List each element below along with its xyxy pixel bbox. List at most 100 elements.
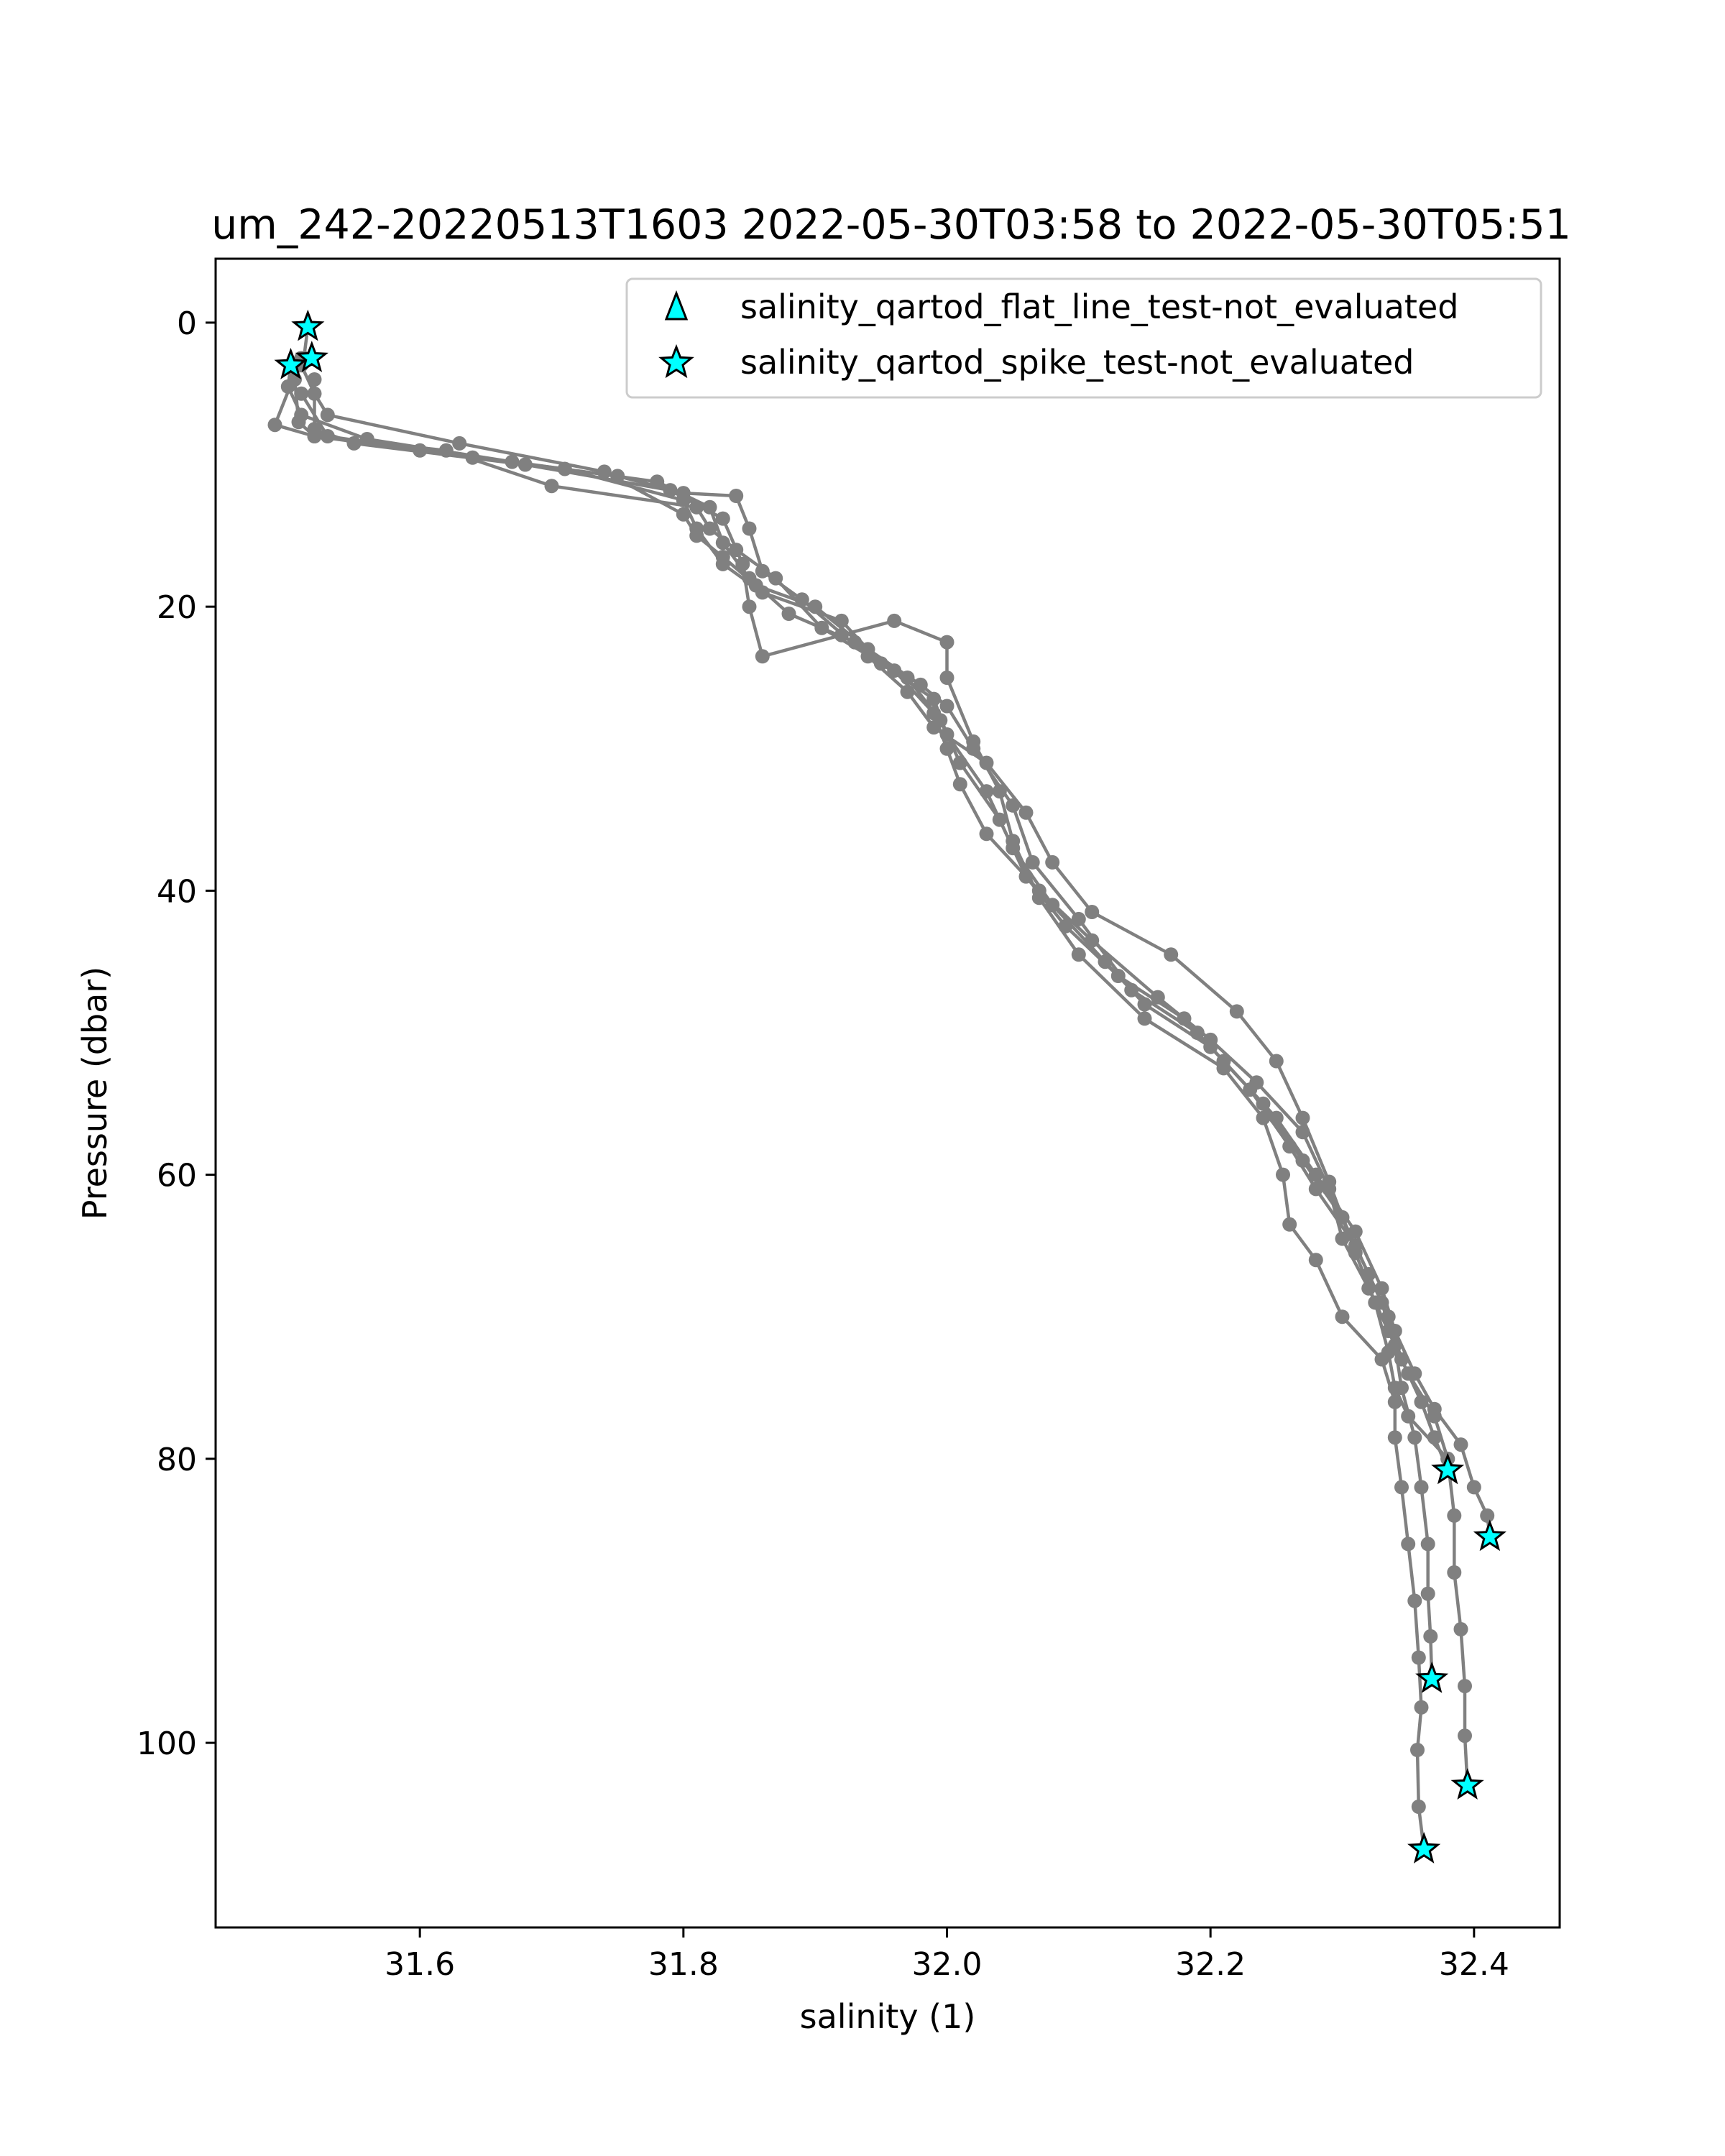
profile-point	[1256, 1110, 1271, 1125]
profile-point	[1480, 1508, 1495, 1523]
profile-point	[610, 469, 625, 484]
star-marker-shape	[658, 344, 694, 379]
profile-point	[715, 550, 730, 564]
spike-test-marker	[295, 341, 328, 372]
profile-point	[1335, 1231, 1350, 1246]
profile-point	[267, 418, 282, 433]
profile-point	[307, 422, 322, 437]
profile-point	[926, 691, 942, 706]
y-axis-label: Pressure (dbar)	[75, 967, 114, 1220]
profile-point	[952, 755, 967, 770]
profile-point	[814, 620, 829, 635]
x-axis-label: salinity (1)	[800, 1997, 976, 2036]
profile-point	[1282, 1217, 1297, 1232]
profile-point	[294, 386, 309, 401]
profile-point	[887, 663, 902, 678]
profile-point	[1164, 947, 1179, 962]
profile-point	[1348, 1224, 1363, 1239]
x-axis-ticks: 31.6 31.8 32.0 32.2 32.4	[385, 1927, 1509, 1983]
plot-frame	[214, 257, 1561, 1929]
x-tick-label: 32.4	[1439, 1946, 1509, 1983]
profile-point	[1348, 1245, 1363, 1261]
profile-point	[1420, 1537, 1435, 1552]
profile-point	[1466, 1480, 1481, 1495]
profile-point	[1216, 1061, 1231, 1076]
profile-6	[294, 386, 1455, 1466]
profile-point	[1410, 1743, 1425, 1757]
profile-point	[1335, 1309, 1350, 1325]
profile-point	[465, 450, 480, 465]
profile-point	[1407, 1593, 1422, 1608]
x-tick-label: 32.2	[1175, 1946, 1246, 1983]
profile-point	[676, 486, 691, 501]
profile-point	[1025, 854, 1040, 870]
spike-test-marker	[1473, 1519, 1506, 1552]
legend: salinity_qartod_flat_line_test-not_evalu…	[625, 277, 1542, 399]
profile-point	[1085, 905, 1100, 919]
profile-point	[544, 479, 559, 494]
profile-point	[939, 699, 954, 714]
profile-point	[939, 671, 954, 685]
x-tick-label: 31.6	[385, 1946, 455, 1983]
profile-point	[452, 436, 467, 451]
triangle-marker-icon	[664, 290, 689, 321]
profile-point	[992, 812, 1007, 827]
profile-point	[979, 755, 994, 770]
profile-point	[781, 607, 796, 621]
profile-point	[735, 556, 750, 571]
profile-point	[1229, 1004, 1244, 1019]
profile-3	[294, 358, 1440, 1687]
profile-point	[808, 599, 823, 614]
profile-point	[1394, 1480, 1409, 1495]
profile-point	[1420, 1586, 1435, 1601]
profile-point	[939, 635, 954, 650]
profile-point	[1295, 1110, 1310, 1125]
y-tick-label: 20	[157, 589, 197, 626]
profile-point	[1453, 1437, 1468, 1452]
profile-point	[1387, 1430, 1402, 1445]
spike-test-marker	[1450, 1768, 1484, 1800]
y-tick-label: 80	[157, 1442, 197, 1478]
y-tick-label: 40	[157, 873, 197, 910]
profile-point	[742, 521, 757, 536]
profile-point	[742, 599, 757, 614]
profile-point	[1124, 982, 1139, 998]
profile-point	[860, 649, 875, 664]
profile-point	[1071, 947, 1086, 962]
profile-point	[1085, 933, 1100, 948]
profile-point	[1387, 1381, 1402, 1396]
profile-point	[1414, 1480, 1429, 1495]
profile-point	[1308, 1181, 1323, 1197]
profile-point	[702, 521, 717, 536]
profile-point	[913, 677, 928, 692]
profile-point	[952, 777, 967, 792]
flag-marker-layer	[274, 309, 1506, 1864]
profile-point	[1411, 1800, 1426, 1814]
profile-point	[939, 741, 954, 756]
profile-point	[1414, 1700, 1429, 1715]
star-marker-icon	[658, 344, 694, 379]
profile-point	[676, 507, 691, 522]
profile-point	[1308, 1253, 1323, 1268]
profile-point	[320, 429, 335, 443]
profile-point	[1453, 1622, 1468, 1636]
profile-point	[307, 372, 322, 387]
legend-label-spike: salinity_qartod_spike_test-not_evaluated	[740, 343, 1414, 382]
profile-point	[320, 407, 335, 423]
profile-point	[1249, 1075, 1264, 1090]
profile-point	[1401, 1366, 1416, 1381]
spike-test-marker	[291, 309, 325, 341]
profile-point	[926, 706, 942, 721]
profile-point	[1401, 1409, 1416, 1424]
profile-point	[294, 407, 309, 423]
y-tick-label: 60	[157, 1158, 197, 1194]
profile-point	[1423, 1628, 1438, 1644]
profile-point	[1150, 990, 1165, 1005]
legend-label-flat-line: salinity_qartod_flat_line_test-not_evalu…	[740, 287, 1458, 326]
profile-point	[1006, 834, 1021, 849]
profile-point	[1031, 890, 1046, 906]
profile-point	[748, 578, 763, 593]
profile-point	[966, 734, 981, 749]
profile-point	[1381, 1345, 1396, 1360]
y-tick-label: 100	[137, 1726, 197, 1762]
